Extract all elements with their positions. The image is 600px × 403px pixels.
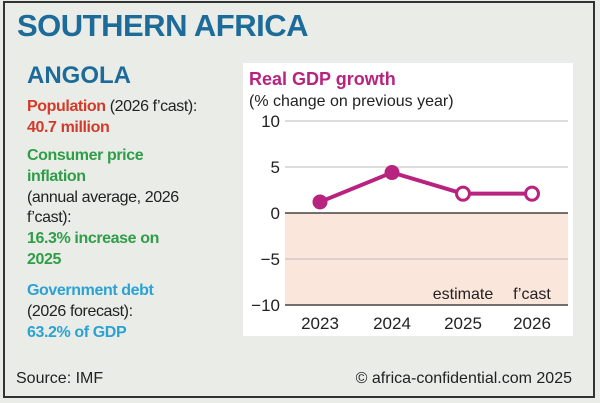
- population-label: Population: [27, 98, 106, 115]
- country-name: ANGOLA: [27, 62, 131, 89]
- region-title: SOUTHERN AFRICA: [17, 8, 309, 43]
- chart-title: Real GDP growth: [249, 69, 396, 89]
- debt-value: 63.2% of GDP: [27, 323, 127, 341]
- y-tick-label: 10: [261, 112, 280, 131]
- debt-label: Government debt: [27, 282, 154, 299]
- annotation-label: f’cast: [513, 286, 551, 303]
- annotation-label: estimate: [433, 286, 494, 303]
- gdp-growth-line: [319, 170, 532, 204]
- inflation-qualifier: (annual average, 2026: [27, 188, 179, 206]
- x-tick-label: 2026: [513, 314, 551, 333]
- x-tick-label: 2024: [373, 314, 411, 333]
- data-point-2024: [384, 165, 400, 181]
- chart-subtitle: (% change on previous year): [249, 93, 454, 110]
- inflation-value: 16.3% increase on: [27, 230, 159, 248]
- data-point-2025: [455, 185, 471, 202]
- debt-qualifier: (2026 forecast):: [27, 302, 133, 320]
- population-stat: Population (2026 f’cast): 40.7 million: [27, 97, 197, 139]
- inflation-label: Consumer price: [27, 147, 144, 164]
- data-point-2023: [312, 194, 328, 210]
- population-value: 40.7 million: [27, 118, 110, 136]
- copyright-credit: © africa-confidential.com 2025: [355, 370, 572, 387]
- data-point-2026: [524, 185, 540, 202]
- inflation-stat: Consumer price inflation (annual average…: [27, 146, 179, 271]
- x-tick-label: 2025: [444, 314, 482, 333]
- source-note: Source: IMF: [16, 370, 104, 387]
- population-qualifier: (2026 f’cast):: [109, 98, 198, 115]
- debt-stat: Government debt (2026 forecast): 63.2% o…: [27, 281, 154, 343]
- y-tick-label: −10: [251, 296, 280, 315]
- infographic-frame: [3, 1, 595, 398]
- y-tick-label: −5: [261, 250, 280, 269]
- inflation-value-2: 2025: [27, 250, 61, 268]
- inflation-qualifier-2: f’cast):: [27, 209, 72, 227]
- x-tick-label: 2023: [301, 314, 339, 333]
- y-tick-label: 5: [271, 158, 280, 177]
- y-tick-label: 0: [271, 204, 280, 223]
- inflation-label-2: inflation: [27, 167, 86, 185]
